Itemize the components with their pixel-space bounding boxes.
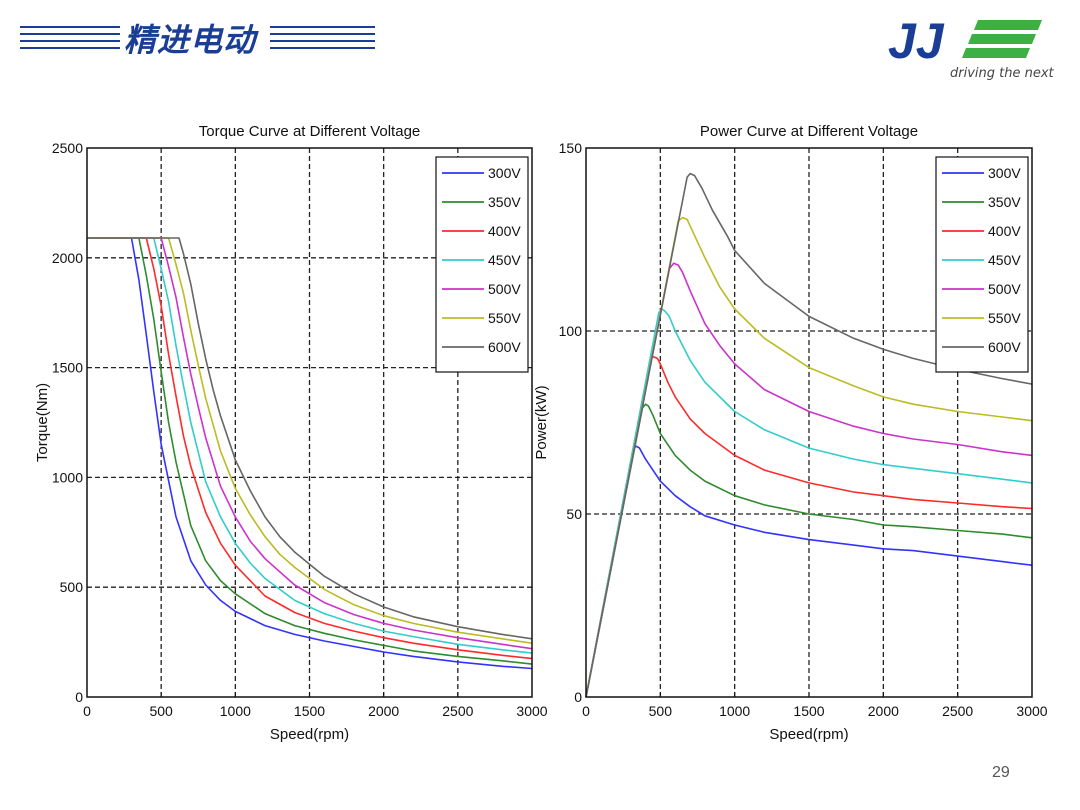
legend-label: 600V [488, 339, 521, 355]
x-tick-label: 1000 [719, 703, 750, 719]
header-rule [270, 26, 375, 28]
legend-label: 550V [488, 310, 521, 326]
legend-label: 450V [488, 252, 521, 268]
x-tick-label: 2500 [942, 703, 973, 719]
logo-bar [968, 34, 1036, 44]
y-tick-label: 2500 [52, 140, 83, 156]
legend-label: 450V [988, 252, 1021, 268]
y-tick-label: 50 [566, 506, 582, 522]
logo-text: JJ [888, 16, 945, 62]
y-tick-label: 2000 [52, 250, 83, 266]
series-line-600V [87, 237, 533, 640]
series-line-350V [585, 403, 1033, 698]
brand-title: 精进电动 [124, 21, 257, 59]
series-line-550V [87, 237, 533, 644]
x-tick-label: 1500 [793, 703, 824, 719]
y-axis-label: Torque(Nm) [34, 383, 51, 462]
series-line-300V [87, 237, 533, 670]
torque-chart: Torque Curve at Different Voltage 0 500 100… [34, 123, 548, 743]
legend-label: 300V [488, 165, 521, 181]
x-tick-label: 500 [149, 703, 173, 719]
y-tick-label: 0 [574, 689, 582, 705]
series-line-350V [87, 237, 533, 665]
logo-bar [962, 48, 1030, 58]
chart-title: Torque Curve at Different Voltage [199, 123, 421, 140]
series-line-450V [87, 237, 533, 654]
legend: 300V 350V 400V 450V 500V 550V 600V [935, 156, 1029, 373]
x-tick-label: 2000 [868, 703, 899, 719]
x-tick-label: 2000 [368, 703, 399, 719]
y-tick-label: 0 [75, 689, 83, 705]
legend: 300V 350V 400V 450V 500V 550V 600V [435, 156, 529, 373]
legend-label: 400V [988, 223, 1021, 239]
legend-box [935, 156, 1029, 373]
page-number: 29 [992, 764, 1010, 781]
y-tick-label: 150 [559, 140, 583, 156]
x-tick-label: 0 [582, 703, 590, 719]
legend-label: 350V [988, 194, 1021, 210]
y-tick-label: 100 [559, 323, 583, 339]
legend-label: 300V [988, 165, 1021, 181]
legend-label: 500V [988, 281, 1021, 297]
legend-label: 550V [988, 310, 1021, 326]
company-logo: JJ [888, 16, 1042, 62]
legend-label: 600V [988, 339, 1021, 355]
y-axis-label: Power(kW) [533, 385, 550, 459]
x-tick-label: 3000 [516, 703, 547, 719]
series-line-300V [585, 445, 1033, 698]
legend-label: 350V [488, 194, 521, 210]
chart-title: Power Curve at Different Voltage [700, 123, 918, 140]
x-tick-label: 3000 [1016, 703, 1047, 719]
y-tick-label: 1500 [52, 360, 83, 376]
legend-label: 400V [488, 223, 521, 239]
x-tick-label: 500 [649, 703, 673, 719]
x-tick-label: 1500 [294, 703, 325, 719]
y-tick-label: 1000 [52, 469, 83, 485]
series-line-400V [585, 355, 1033, 698]
series-line-500V [585, 262, 1033, 698]
x-tick-label: 1000 [220, 703, 251, 719]
y-tick-label: 500 [60, 579, 84, 595]
header-rule [20, 26, 120, 28]
header-rule [20, 33, 120, 35]
header-rule [270, 33, 375, 35]
x-axis-label: Speed(rpm) [270, 726, 349, 743]
logo-bar [974, 20, 1042, 30]
legend-label: 500V [488, 281, 521, 297]
header-rule [270, 47, 375, 49]
slide-header: 精进电动 JJ driving the next [0, 0, 1080, 100]
series-line-500V [87, 237, 533, 650]
x-axis-label: Speed(rpm) [769, 726, 848, 743]
legend-box [435, 156, 529, 373]
x-tick-label: 2500 [442, 703, 473, 719]
series-line-550V [585, 216, 1033, 698]
header-rule [20, 47, 120, 49]
series-line-450V [585, 308, 1033, 698]
header-rule [270, 40, 375, 42]
x-tick-label: 0 [83, 703, 91, 719]
series-line-400V [87, 237, 533, 660]
tagline: driving the next [950, 66, 1054, 81]
header-rule [20, 40, 120, 42]
